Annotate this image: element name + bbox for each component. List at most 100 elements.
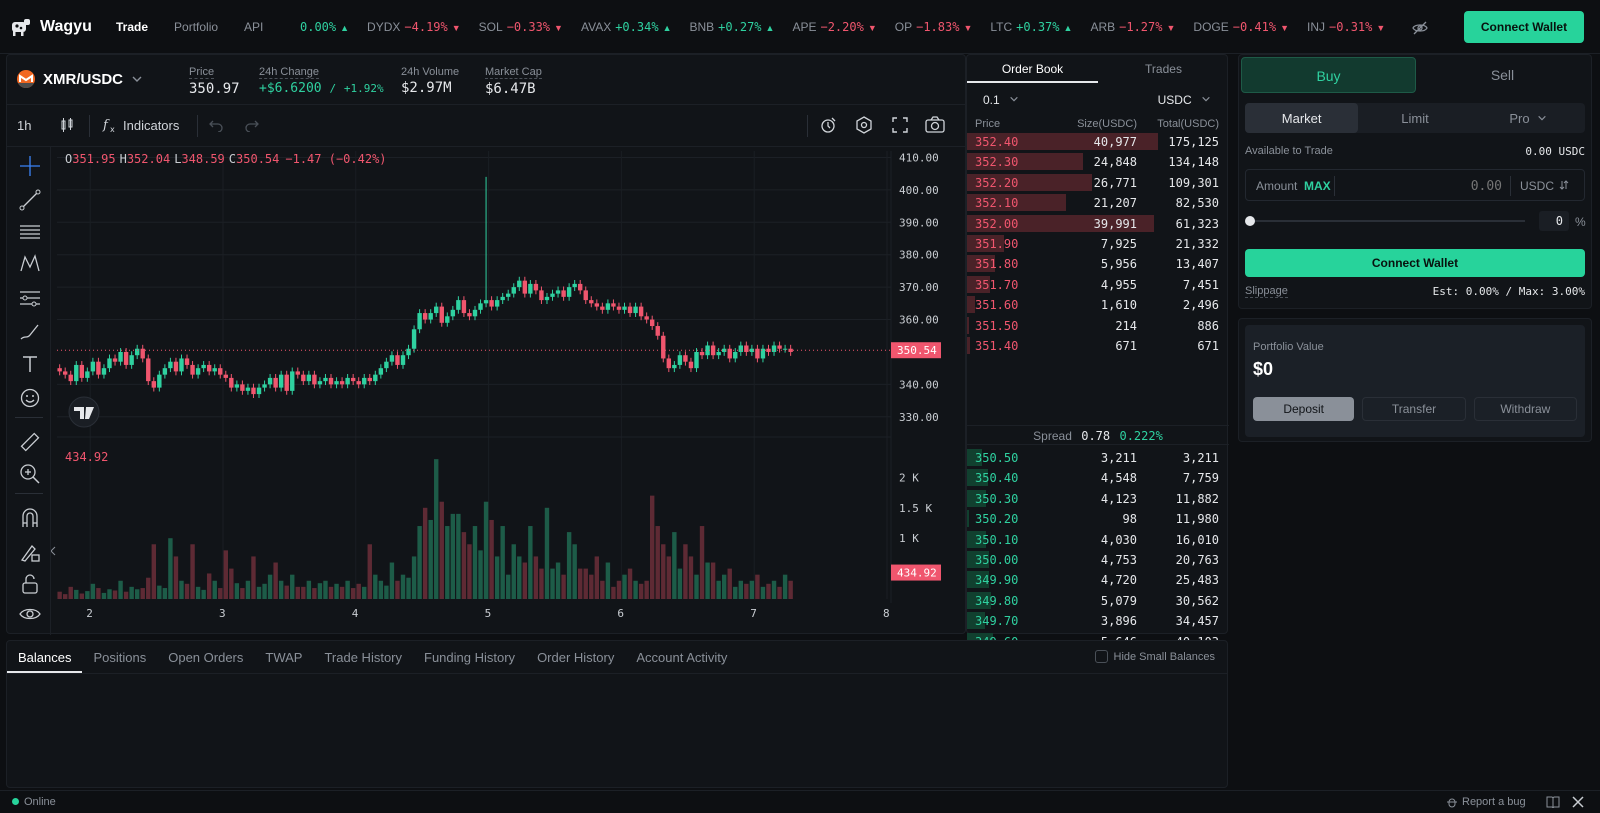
volume-bar xyxy=(212,580,217,599)
tab-account-activity[interactable]: Account Activity xyxy=(636,650,728,665)
bid-row[interactable]: 350.40 4,548 7,759 xyxy=(967,468,1229,487)
interval-selector[interactable]: 1h xyxy=(17,118,32,133)
tab-market[interactable]: Market xyxy=(1245,103,1359,133)
tab-positions[interactable]: Positions xyxy=(93,650,147,665)
ticker-item[interactable]: INJ −0.31% ▼ xyxy=(1307,20,1385,34)
tab-order-history[interactable]: Order History xyxy=(537,650,615,665)
settings-icon[interactable] xyxy=(855,116,873,134)
collapse-arrow-icon[interactable] xyxy=(51,546,56,556)
ticker-item[interactable]: BNB +0.27% ▲ xyxy=(689,20,774,34)
bid-row[interactable]: 350.00 4,753 20,763 xyxy=(967,550,1229,568)
bid-row[interactable]: 350.10 4,030 16,010 xyxy=(967,530,1229,548)
ticker-item[interactable]: 0.00% ▲ xyxy=(300,20,349,34)
lock-drawing-icon[interactable] xyxy=(19,541,41,563)
hide-small-checkbox[interactable] xyxy=(1094,650,1108,663)
zoom-in-icon[interactable] xyxy=(19,463,41,485)
ask-row[interactable]: 352.20 26,771 109,301 xyxy=(967,173,1229,191)
ask-row[interactable]: 352.30 24,848 134,148 xyxy=(967,152,1229,171)
ticker-item[interactable]: DOGE −0.41% ▼ xyxy=(1193,20,1289,34)
alert-icon[interactable] xyxy=(819,116,837,134)
tick-size-select[interactable]: 0.1 xyxy=(983,93,1019,107)
pair-selector[interactable]: XMR/USDC xyxy=(17,70,143,88)
nav-portfolio[interactable]: Portfolio xyxy=(174,20,219,34)
candle-body xyxy=(572,283,577,288)
ruler-icon[interactable] xyxy=(19,431,41,453)
slider-handle[interactable] xyxy=(1245,216,1255,226)
tab-trades[interactable]: Trades xyxy=(1145,62,1182,76)
nav-api[interactable]: API xyxy=(244,20,264,34)
bid-row[interactable]: 350.50 3,211 3,211 xyxy=(967,448,1229,466)
hide-small-balances[interactable]: Hide Small Balances xyxy=(1094,650,1215,663)
amount-unit-select[interactable]: USDC xyxy=(1520,179,1569,193)
indicators-button[interactable]: Indicators xyxy=(123,118,180,133)
withdraw-button[interactable]: Withdraw xyxy=(1473,397,1577,421)
text-tool-icon[interactable] xyxy=(19,353,41,375)
buy-tab[interactable]: Buy xyxy=(1241,57,1416,93)
ask-row[interactable]: 351.70 4,955 7,451 xyxy=(967,275,1229,293)
ticker-item[interactable]: APE −2.20% ▼ xyxy=(792,20,876,34)
ask-row[interactable]: 351.50 214 886 xyxy=(967,316,1229,334)
bid-row[interactable]: 350.30 4,123 11,882 xyxy=(967,489,1229,507)
bid-row[interactable]: 350.20 98 11,980 xyxy=(967,509,1229,528)
bid-row[interactable]: 349.70 3,896 34,457 xyxy=(967,611,1229,630)
ask-row[interactable]: 351.40 671 671 xyxy=(967,336,1229,354)
emoji-icon[interactable] xyxy=(19,387,41,409)
ask-row[interactable]: 351.60 1,610 2,496 xyxy=(967,295,1229,314)
sell-tab[interactable]: Sell xyxy=(1490,67,1515,83)
quote-select[interactable]: USDC xyxy=(1158,93,1211,107)
ticker-item[interactable]: AVAX +0.34% ▲ xyxy=(581,20,672,34)
tab-pro[interactable]: Pro xyxy=(1472,103,1585,133)
x-twitter-icon[interactable] xyxy=(1572,796,1584,808)
camera-icon[interactable] xyxy=(925,116,945,134)
tab-balances[interactable]: Balances xyxy=(7,641,83,673)
ticker-symbol: APE xyxy=(792,20,817,34)
amount-slider[interactable] xyxy=(1245,216,1525,226)
amount-input[interactable] xyxy=(1342,175,1502,197)
trend-line-icon[interactable] xyxy=(19,189,41,211)
ask-row[interactable]: 352.00 39,991 61,323 xyxy=(967,214,1229,232)
slider-percent-input[interactable]: 0 xyxy=(1539,211,1569,231)
ask-row[interactable]: 351.90 7,925 21,332 xyxy=(967,234,1229,252)
fib-lines-icon[interactable] xyxy=(19,221,41,243)
candle-type-icon[interactable] xyxy=(59,117,75,133)
fullscreen-icon[interactable] xyxy=(891,116,909,134)
tab-order-book[interactable]: Order Book xyxy=(967,55,1098,83)
deposit-button[interactable]: Deposit xyxy=(1253,397,1355,421)
docs-icon[interactable] xyxy=(1546,796,1560,808)
ticker-item[interactable]: SOL −0.33% ▼ xyxy=(479,20,563,34)
ticker-item[interactable]: DYDX −4.19% ▼ xyxy=(367,20,461,34)
nav-trade[interactable]: Trade xyxy=(116,20,149,34)
magnet-icon[interactable] xyxy=(19,507,41,529)
connect-wallet-button[interactable]: Connect Wallet xyxy=(1464,11,1584,43)
eye-off-icon[interactable] xyxy=(1412,20,1428,36)
ticker-item[interactable]: LTC +0.37% ▲ xyxy=(990,20,1072,34)
tab-funding-history[interactable]: Funding History xyxy=(424,650,516,665)
ticker-item[interactable]: ARB −1.27% ▼ xyxy=(1090,20,1175,34)
lock-icon[interactable] xyxy=(19,573,41,595)
bid-row[interactable]: 349.90 4,720 25,483 xyxy=(967,570,1229,589)
tab-open-orders[interactable]: Open Orders xyxy=(168,650,244,665)
pattern-icon[interactable] xyxy=(19,253,41,275)
report-bug-link[interactable]: Report a bug xyxy=(1462,796,1526,808)
transfer-button[interactable]: Transfer xyxy=(1362,397,1466,421)
crosshair-icon[interactable] xyxy=(19,155,41,177)
max-button[interactable]: MAX xyxy=(1304,179,1331,193)
visibility-icon[interactable] xyxy=(19,603,41,625)
brush-icon[interactable] xyxy=(19,321,41,343)
ticker-symbol: AVAX xyxy=(580,20,612,34)
undo-icon[interactable] xyxy=(209,118,223,132)
ask-row[interactable]: 352.10 21,207 82,530 xyxy=(967,193,1229,212)
tab-trade-history[interactable]: Trade History xyxy=(324,650,403,665)
ticker-item[interactable]: OP −1.83% ▼ xyxy=(895,20,973,34)
ask-row[interactable]: 351.80 5,956 13,407 xyxy=(967,254,1229,273)
tab-twap[interactable]: TWAP xyxy=(265,650,303,665)
logo[interactable]: Wagyu xyxy=(10,16,92,38)
tab-limit[interactable]: Limit xyxy=(1401,111,1429,126)
ask-row[interactable]: 352.40 40,977 175,125 xyxy=(967,132,1229,150)
redo-icon[interactable] xyxy=(245,118,259,132)
price-chart[interactable]: 410.00 400.00 390.00 380.00 370.00 360.00 350.… xyxy=(51,147,965,633)
projection-icon[interactable] xyxy=(19,287,41,309)
bid-row[interactable]: 349.80 5,079 30,562 xyxy=(967,591,1229,609)
connect-wallet-trade-button[interactable]: Connect Wallet xyxy=(1245,249,1585,277)
